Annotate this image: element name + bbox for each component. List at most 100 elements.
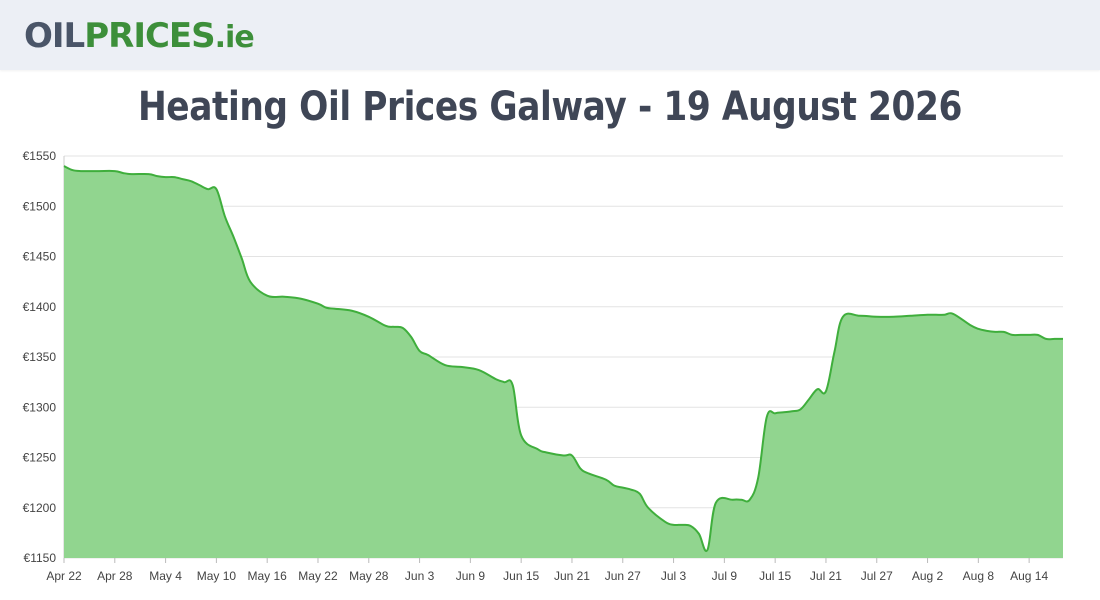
- data-point[interactable]: [941, 312, 947, 318]
- data-point[interactable]: [628, 487, 634, 493]
- data-point[interactable]: [611, 483, 617, 489]
- data-point[interactable]: [933, 312, 939, 318]
- data-point[interactable]: [222, 213, 228, 219]
- data-point[interactable]: [687, 523, 693, 529]
- data-point[interactable]: [332, 306, 338, 312]
- data-point[interactable]: [950, 311, 956, 317]
- data-point[interactable]: [764, 414, 770, 420]
- data-point[interactable]: [230, 233, 236, 239]
- page-title: Heating Oil Prices Galway - 19 August 20…: [137, 84, 963, 130]
- data-point[interactable]: [180, 176, 186, 182]
- data-point[interactable]: [806, 396, 812, 402]
- data-point[interactable]: [146, 171, 152, 177]
- data-point[interactable]: [1009, 332, 1015, 338]
- data-point[interactable]: [747, 497, 753, 503]
- data-point[interactable]: [535, 446, 541, 452]
- data-point[interactable]: [1035, 332, 1041, 338]
- data-point[interactable]: [264, 293, 270, 299]
- data-point[interactable]: [120, 170, 126, 176]
- data-point[interactable]: [196, 182, 202, 188]
- data-point[interactable]: [1026, 332, 1032, 338]
- data-point[interactable]: [95, 168, 101, 174]
- data-point[interactable]: [679, 522, 685, 528]
- data-point[interactable]: [112, 168, 118, 174]
- data-point[interactable]: [645, 505, 651, 511]
- data-point[interactable]: [789, 408, 795, 414]
- data-point[interactable]: [61, 163, 67, 169]
- data-point[interactable]: [315, 301, 321, 307]
- data-point[interactable]: [814, 386, 820, 392]
- data-point[interactable]: [975, 326, 981, 332]
- data-point[interactable]: [840, 314, 846, 320]
- data-point[interactable]: [891, 314, 897, 320]
- data-point[interactable]: [908, 313, 914, 319]
- data-point[interactable]: [400, 325, 406, 331]
- data-point[interactable]: [874, 314, 880, 320]
- x-tick-label: Jun 3: [405, 569, 435, 583]
- data-point[interactable]: [662, 519, 668, 525]
- data-point[interactable]: [391, 324, 397, 330]
- data-point[interactable]: [213, 186, 219, 192]
- data-point[interactable]: [154, 173, 160, 179]
- data-point[interactable]: [1043, 336, 1049, 342]
- data-point[interactable]: [569, 452, 575, 458]
- data-point[interactable]: [408, 334, 414, 340]
- data-point[interactable]: [730, 497, 736, 503]
- data-point[interactable]: [1052, 336, 1058, 342]
- data-point[interactable]: [442, 362, 448, 368]
- data-point[interactable]: [323, 305, 329, 311]
- data-point[interactable]: [713, 500, 719, 506]
- data-point[interactable]: [755, 475, 761, 481]
- data-point[interactable]: [78, 168, 84, 174]
- data-point[interactable]: [281, 294, 287, 300]
- x-tick-label: Jun 27: [605, 569, 641, 583]
- data-point[interactable]: [544, 449, 550, 455]
- data-point[interactable]: [129, 171, 135, 177]
- data-point[interactable]: [696, 531, 702, 537]
- data-point[interactable]: [1001, 329, 1007, 335]
- data-point[interactable]: [857, 313, 863, 319]
- data-point[interactable]: [772, 410, 778, 416]
- data-point[interactable]: [781, 409, 787, 415]
- data-point[interactable]: [1018, 332, 1024, 338]
- data-point[interactable]: [459, 364, 465, 370]
- data-point[interactable]: [637, 491, 643, 497]
- data-point[interactable]: [383, 323, 389, 329]
- data-point[interactable]: [967, 322, 973, 328]
- data-point[interactable]: [501, 379, 507, 385]
- data-point[interactable]: [171, 174, 177, 180]
- data-point[interactable]: [984, 328, 990, 334]
- data-point[interactable]: [298, 296, 304, 302]
- data-point[interactable]: [1060, 336, 1066, 342]
- data-point[interactable]: [620, 485, 626, 491]
- data-point[interactable]: [831, 349, 837, 355]
- data-point[interactable]: [577, 466, 583, 472]
- data-point[interactable]: [798, 406, 804, 412]
- data-point[interactable]: [671, 522, 677, 528]
- data-point[interactable]: [205, 186, 211, 192]
- y-tick-label: €1300: [23, 400, 57, 414]
- data-point[interactable]: [366, 314, 372, 320]
- data-point[interactable]: [992, 329, 998, 335]
- site-logo[interactable]: OILPRICES.ie: [24, 14, 255, 60]
- data-point[interactable]: [239, 256, 245, 262]
- data-point[interactable]: [188, 178, 194, 184]
- data-point[interactable]: [738, 497, 744, 503]
- x-tick-label: Aug 2: [912, 569, 944, 583]
- data-point[interactable]: [586, 471, 592, 477]
- data-point[interactable]: [247, 279, 253, 285]
- data-point[interactable]: [69, 167, 75, 173]
- data-point[interactable]: [476, 367, 482, 373]
- data-point[interactable]: [425, 352, 431, 358]
- data-point[interactable]: [925, 312, 931, 318]
- data-point[interactable]: [493, 376, 499, 382]
- data-point[interactable]: [561, 452, 567, 458]
- data-point[interactable]: [518, 432, 524, 438]
- data-point[interactable]: [163, 174, 169, 180]
- data-point[interactable]: [510, 382, 516, 388]
- data-point[interactable]: [349, 308, 355, 314]
- data-point[interactable]: [704, 547, 710, 553]
- data-point[interactable]: [823, 388, 829, 394]
- data-point[interactable]: [603, 477, 609, 483]
- data-point[interactable]: [417, 348, 423, 354]
